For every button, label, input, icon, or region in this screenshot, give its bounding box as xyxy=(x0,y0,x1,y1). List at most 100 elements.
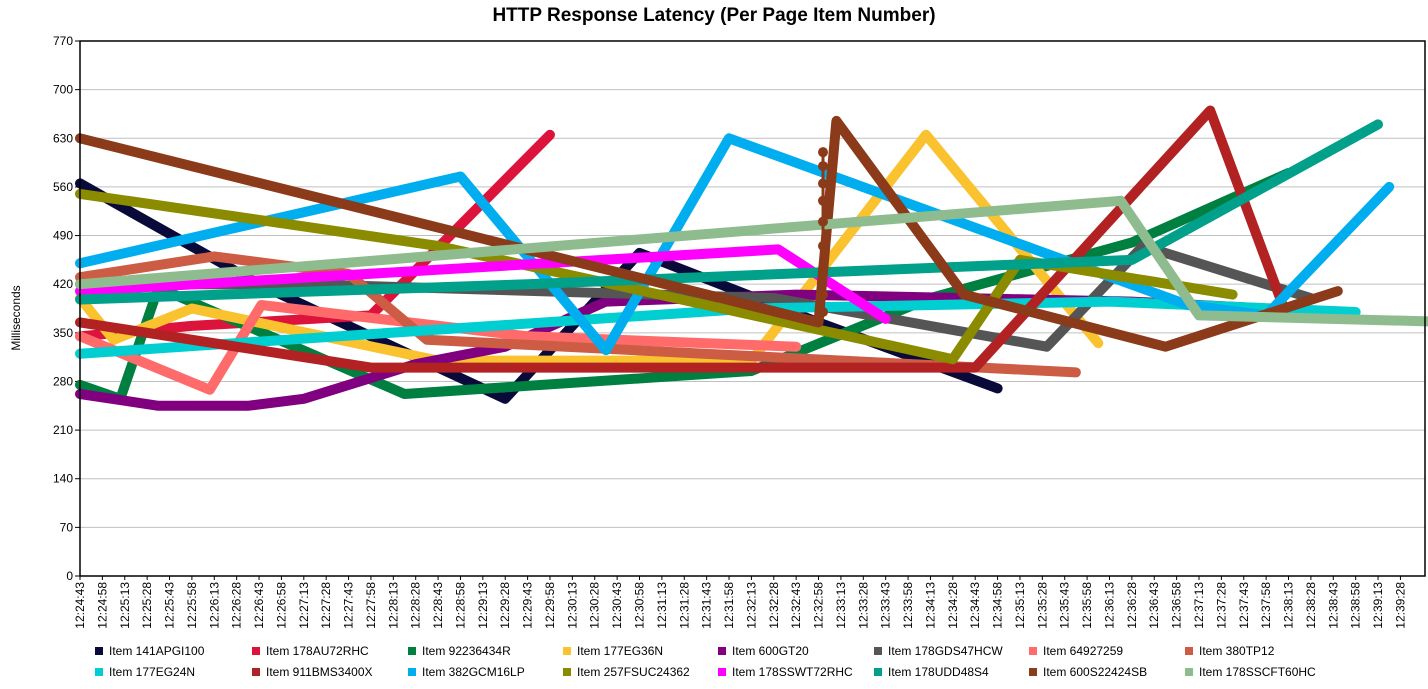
y-tick-label: 210 xyxy=(53,423,73,437)
legend-item: Item 257FSUC24362 xyxy=(563,664,690,680)
x-tick-label: 12:25:43 xyxy=(163,582,177,629)
x-tick-label: 12:34:58 xyxy=(991,582,1005,629)
y-tick-label: 70 xyxy=(60,520,74,534)
legend-label: Item 178GDS47HCW xyxy=(888,644,1003,658)
legend-item: Item 178SSWT72RHC xyxy=(718,664,853,680)
series-line xyxy=(75,105,1289,373)
x-tick-label: 12:29:28 xyxy=(498,582,512,629)
x-tick-label: 12:38:43 xyxy=(1326,582,1340,629)
legend-swatch xyxy=(718,668,726,676)
x-tick-label: 12:25:28 xyxy=(140,582,154,629)
legend-swatch xyxy=(563,647,571,655)
y-tick-label: 560 xyxy=(53,180,73,194)
y-tick-label: 280 xyxy=(53,374,73,388)
x-tick-label: 12:34:28 xyxy=(946,582,960,629)
spike-point xyxy=(818,178,829,189)
x-tick-label: 12:33:28 xyxy=(856,582,870,629)
legend-label: Item 177EG24N xyxy=(109,665,196,679)
x-tick-label: 12:32:28 xyxy=(767,582,781,629)
legend-label: Item 92236434R xyxy=(422,644,511,658)
y-axis-label: Milliseconds xyxy=(9,285,23,350)
spike-point xyxy=(818,289,829,300)
legend-label: Item 257FSUC24362 xyxy=(577,665,690,679)
legend-swatch xyxy=(874,647,882,655)
legend-item: Item 911BMS3400X xyxy=(252,664,373,680)
legend-swatch xyxy=(1185,668,1193,676)
x-tick-label: 12:25:58 xyxy=(185,582,199,629)
x-tick-label: 12:38:58 xyxy=(1349,582,1363,629)
legend-item: Item 600S22424SB xyxy=(1029,664,1147,680)
x-tick-label: 12:35:43 xyxy=(1058,582,1072,629)
spike-point xyxy=(818,161,829,172)
x-tick-label: 12:25:13 xyxy=(118,582,132,629)
legend-item: Item 178UDD48S4 xyxy=(874,664,989,680)
x-tick-label: 12:38:28 xyxy=(1304,582,1318,629)
x-axis-ticks: 12:24:43 12:24:58 12:25:13 12:25:28 12:25:43… xyxy=(73,576,1407,629)
y-tick-label: 490 xyxy=(53,229,73,243)
x-tick-label: 12:28:58 xyxy=(453,582,467,629)
legend-item: Item 178AU72RHC xyxy=(252,643,369,659)
series-line xyxy=(75,244,891,324)
x-tick-label: 12:26:43 xyxy=(252,582,266,629)
plot-area-frame xyxy=(79,40,1426,577)
x-tick-label: 12:33:13 xyxy=(834,582,848,629)
legend-label: Item 141APGI100 xyxy=(109,644,205,658)
x-tick-label: 12:31:13 xyxy=(655,582,669,629)
legend-item: Item 64927259 xyxy=(1029,643,1123,659)
legend-label: Item 177EG36N xyxy=(577,644,664,658)
spike-point xyxy=(818,306,829,317)
legend-label: Item 178SSCFT60HC xyxy=(1199,665,1316,679)
x-tick-label: 12:31:58 xyxy=(722,582,736,629)
legend-label: Item 600GT20 xyxy=(732,644,809,658)
x-tick-label: 12:36:58 xyxy=(1170,582,1184,629)
spike-point xyxy=(818,216,829,227)
x-tick-label: 12:27:58 xyxy=(364,582,378,629)
chart-title: HTTP Response Latency (Per Page Item Num… xyxy=(492,5,936,26)
x-tick-label: 12:29:13 xyxy=(476,582,490,629)
y-tick-label: 420 xyxy=(53,277,73,291)
x-tick-label: 12:37:58 xyxy=(1259,582,1273,629)
legend-swatch xyxy=(718,647,726,655)
y-tick-label: 140 xyxy=(53,472,73,486)
legend-label: Item 911BMS3400X xyxy=(266,665,373,679)
legend-label: Item 382GCM16LP xyxy=(422,665,525,679)
x-tick-label: 12:39:13 xyxy=(1371,582,1385,629)
x-tick-label: 12:28:43 xyxy=(431,582,445,629)
x-tick-label: 12:36:13 xyxy=(1102,582,1116,629)
legend-label: Item 178UDD48S4 xyxy=(888,665,989,679)
spike-point xyxy=(818,147,829,158)
y-tick-label: 350 xyxy=(53,326,73,340)
x-tick-label: 12:28:28 xyxy=(409,582,423,629)
legend-swatch xyxy=(1185,647,1193,655)
x-tick-label: 12:36:28 xyxy=(1125,582,1139,629)
legend-item: Item 141APGI100 xyxy=(95,643,204,659)
legend-swatch xyxy=(874,668,882,676)
x-tick-label: 12:27:28 xyxy=(319,582,333,629)
y-tick-label: 700 xyxy=(53,83,73,97)
x-tick-label: 12:24:58 xyxy=(95,582,109,629)
x-tick-label: 12:37:13 xyxy=(1192,582,1206,629)
legend-label: Item 178SSWT72RHC xyxy=(732,665,853,679)
legend-item: Item 92236434R xyxy=(408,643,511,659)
x-tick-label: 12:33:43 xyxy=(879,582,893,629)
x-tick-label: 12:35:28 xyxy=(1035,582,1049,629)
legend-label: Item 380TP12 xyxy=(1199,644,1275,658)
legend-swatch xyxy=(563,668,571,676)
x-tick-label: 12:30:58 xyxy=(633,582,647,629)
legend-swatch xyxy=(1029,668,1037,676)
x-tick-label: 12:35:58 xyxy=(1080,582,1094,629)
spike-point xyxy=(818,195,829,206)
series-line xyxy=(75,119,1383,305)
x-tick-label: 12:32:13 xyxy=(744,582,758,629)
x-tick-label: 12:24:43 xyxy=(73,582,87,629)
x-tick-label: 12:36:43 xyxy=(1147,582,1161,629)
y-tick-label: 630 xyxy=(53,131,73,145)
x-tick-label: 12:30:13 xyxy=(565,582,579,629)
legend-item: Item 178GDS47HCW xyxy=(874,643,1003,659)
x-tick-label: 12:32:58 xyxy=(812,582,826,629)
series-line xyxy=(75,188,1238,365)
x-tick-label: 12:32:43 xyxy=(789,582,803,629)
spike-point xyxy=(818,240,829,251)
x-tick-label: 12:34:13 xyxy=(923,582,937,629)
